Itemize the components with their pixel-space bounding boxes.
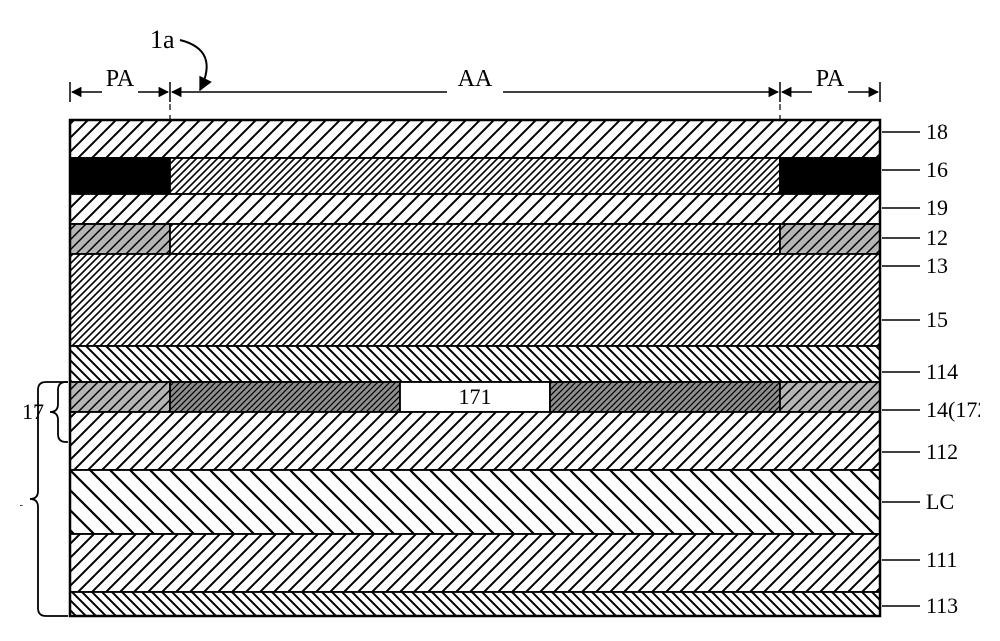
label-16: 16 xyxy=(926,157,948,182)
label-15: 15 xyxy=(926,307,948,332)
layer-L19 xyxy=(70,194,880,224)
cross-section-diagram: 1a PA AA PA 18 16 19 12 13 15 114 171 14(172) 112 LC 11… xyxy=(20,20,980,620)
figure-title: 1a xyxy=(150,25,175,54)
diagram-svg: 1a PA AA PA 18 16 19 12 13 15 114 171 14(172) 112 LC 11… xyxy=(20,20,980,620)
label-18: 18 xyxy=(926,119,948,144)
title-arrow xyxy=(180,40,207,90)
layer-L14_row-seg xyxy=(550,382,780,412)
region-label-pa-left: PA xyxy=(106,66,135,92)
layer-L14_row-seg xyxy=(70,382,170,412)
label-12: 12 xyxy=(926,225,948,250)
region-label-pa-right: PA xyxy=(816,66,845,92)
brace-label-17: 17 xyxy=(22,399,44,424)
region-label-aa: AA xyxy=(458,66,493,92)
label-13: 13 xyxy=(926,253,948,278)
label-14(172): 14(172) xyxy=(926,397,980,422)
layer-text-171: 171 xyxy=(459,384,492,409)
layer-LC xyxy=(70,470,880,534)
layer-L112 xyxy=(70,412,880,470)
layer-L14_row-seg xyxy=(780,382,880,412)
layer-L111 xyxy=(70,534,880,592)
label-19: 19 xyxy=(926,195,948,220)
brace-17 xyxy=(50,382,68,442)
layer-L15 xyxy=(70,254,880,346)
layer-L114 xyxy=(70,346,880,382)
label-LC: LC xyxy=(926,489,954,514)
label-111: 111 xyxy=(926,547,957,572)
layer-L113 xyxy=(70,592,880,616)
layer-L16_row-seg xyxy=(170,158,780,194)
layer-L12_row-seg xyxy=(780,224,880,254)
label-113: 113 xyxy=(926,593,958,618)
label-114: 114 xyxy=(926,359,958,384)
label-112: 112 xyxy=(926,439,958,464)
layer-L16_row-seg xyxy=(70,158,170,194)
layer-L14_row-seg xyxy=(170,382,400,412)
brace-label-11: 11 xyxy=(20,486,24,511)
layer-L12_row-seg xyxy=(70,224,170,254)
layer-L12_row-seg xyxy=(170,224,780,254)
layer-L16_row-seg xyxy=(780,158,880,194)
layer-L18 xyxy=(70,120,880,158)
